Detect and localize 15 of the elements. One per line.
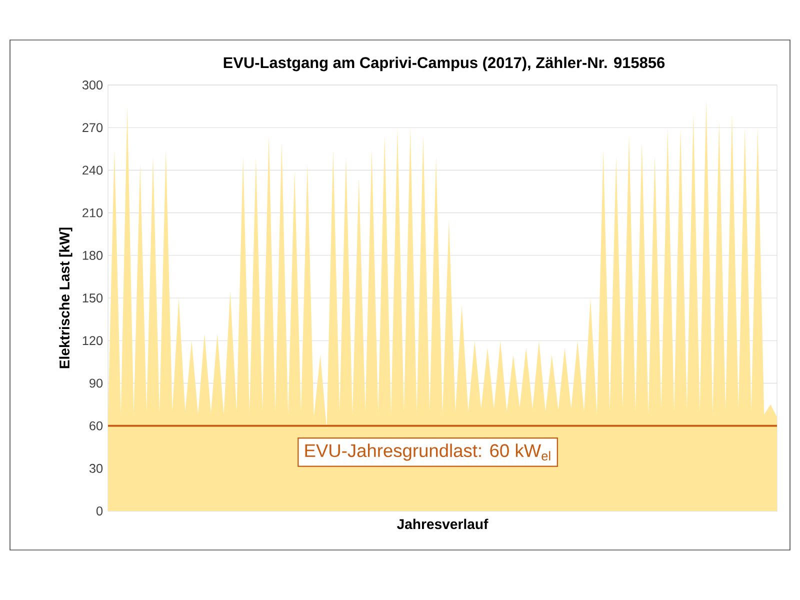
y-tick-label: 60	[90, 421, 103, 430]
chart-title: EVU-Lastgang am Caprivi-Campus (2017), Zähler-Nr. 915856	[224, 56, 665, 72]
y-tick-label: 270	[82, 123, 103, 132]
y-tick-label: 210	[82, 208, 103, 218]
y-tick-label: 150	[82, 294, 103, 302]
y-tick-label: 180	[82, 250, 103, 260]
y-tick-label: 0	[96, 506, 103, 516]
y-tick-label: 300	[82, 80, 103, 90]
y-tick-label: 240	[82, 166, 103, 175]
y-tick-label: 30	[89, 464, 103, 473]
y-tick-label: 90	[90, 378, 103, 388]
x-axis-title: Jahresverlauf	[397, 518, 488, 530]
ref-line-label: EVU-Jahresgrundlast: 60 kW$_{el}$	[305, 444, 550, 461]
y-axis-title: Elektrische Last [kW]	[59, 228, 72, 368]
y-tick-label: 120	[82, 336, 103, 346]
